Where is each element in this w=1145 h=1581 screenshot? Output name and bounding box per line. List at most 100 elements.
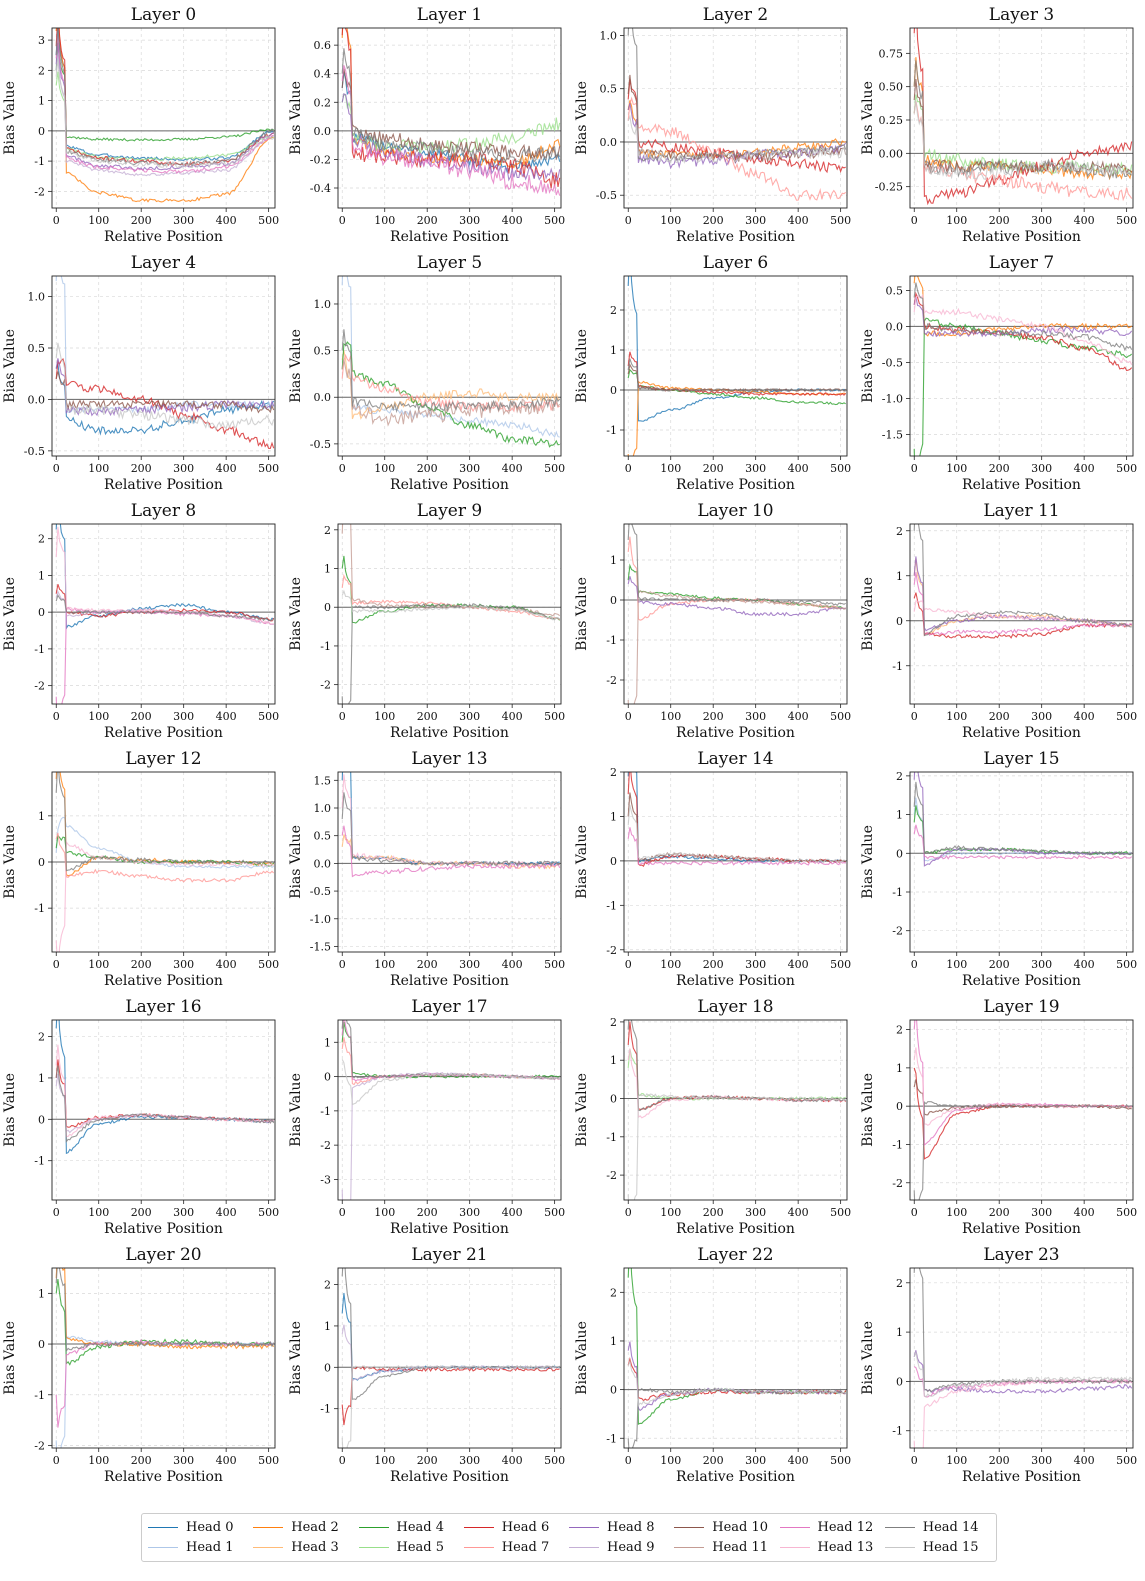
series-line-head-15 bbox=[913, 100, 1132, 181]
chart-title: Layer 17 bbox=[411, 997, 487, 1017]
chart-panel-layer-7: Layer 7 0 100 200 300 400 500 -1.5 -1.0 -0.5 0.0 0.… bbox=[858, 248, 1144, 496]
x-tick-label: 300 bbox=[173, 214, 194, 227]
x-tick-label: 0 bbox=[911, 462, 918, 475]
series-line-head-12 bbox=[913, 572, 1132, 637]
series-line-head-15 bbox=[913, 1350, 1133, 1398]
x-tick-label: 400 bbox=[788, 1454, 809, 1467]
chart-title: Layer 19 bbox=[983, 997, 1059, 1017]
series-line-head-4 bbox=[341, 1021, 561, 1079]
y-tick-label: -1 bbox=[606, 1432, 617, 1445]
y-tick-label: 3 bbox=[38, 34, 45, 47]
y-tick-label: -2 bbox=[892, 925, 903, 938]
series-line-head-6 bbox=[55, 358, 275, 449]
x-tick-label: 400 bbox=[1074, 214, 1095, 227]
x-tick-label: 100 bbox=[660, 710, 681, 723]
legend-label: Head 10 bbox=[712, 1519, 769, 1535]
series-line-head-8 bbox=[627, 576, 846, 617]
series-line-head-5 bbox=[913, 94, 1133, 176]
y-tick-label: 1 bbox=[610, 810, 617, 823]
x-tick-label: 300 bbox=[173, 710, 194, 723]
x-tick-label: 200 bbox=[989, 1454, 1010, 1467]
chart-svg: Layer 1 0 100 200 300 400 500 -0.4 -0.2 0.0 0.2 0.4… bbox=[288, 5, 565, 245]
series-line-head-1 bbox=[55, 1335, 275, 1448]
x-axis-label: Relative Position bbox=[962, 229, 1081, 245]
axes-frame bbox=[51, 1019, 276, 1201]
x-tick-label: 400 bbox=[502, 462, 523, 475]
x-tick-label: 0 bbox=[911, 1454, 918, 1467]
x-tick-label: 300 bbox=[459, 462, 480, 475]
series-line-head-9 bbox=[55, 54, 274, 177]
series-line-head-5 bbox=[627, 1048, 846, 1101]
y-axis-label: Bias Value bbox=[860, 1321, 876, 1395]
series-line-head-4 bbox=[627, 563, 846, 610]
chart-panel-layer-6: Layer 6 0 100 200 300 400 500 -1 0 1 2 Relative Pos… bbox=[572, 248, 858, 496]
y-tick-label: 2 bbox=[610, 1016, 617, 1029]
chart-title: Layer 7 bbox=[989, 253, 1054, 273]
chart-svg: Layer 3 0 100 200 300 400 500 -0.25 0.00 0.25 0.50… bbox=[860, 5, 1137, 245]
y-tick-label: 0 bbox=[610, 594, 617, 607]
series-line-head-6 bbox=[913, 28, 1133, 206]
series-line-head-14 bbox=[55, 28, 275, 168]
chart-svg: Layer 19 0 100 200 300 400 500 -2 -1 0 1 2 Relative … bbox=[860, 997, 1137, 1237]
y-tick-label: -0.25 bbox=[875, 181, 903, 194]
series-line-head-14 bbox=[627, 358, 846, 393]
chart-title: Layer 23 bbox=[983, 1245, 1059, 1265]
chart-panel-layer-1: Layer 1 0 100 200 300 400 500 -0.4 -0.2 0.0 0.2 0.4… bbox=[286, 0, 572, 248]
chart-title: Layer 15 bbox=[983, 749, 1059, 769]
series-line-head-0 bbox=[55, 363, 275, 436]
chart-title: Layer 5 bbox=[417, 253, 482, 273]
x-tick-label: 100 bbox=[660, 462, 681, 475]
chart-title: Layer 11 bbox=[983, 501, 1059, 521]
series-line-head-14 bbox=[55, 1268, 275, 1353]
x-tick-label: 300 bbox=[745, 1206, 766, 1219]
y-axis-label: Bias Value bbox=[288, 81, 304, 155]
chart-svg: Layer 17 0 100 200 300 400 500 -3 -2 -1 0 1 Relative… bbox=[288, 997, 565, 1237]
x-tick-label: 0 bbox=[625, 710, 632, 723]
x-tick-label: 300 bbox=[459, 958, 480, 971]
axes-frame bbox=[51, 275, 276, 457]
series-line-head-12 bbox=[627, 827, 846, 866]
y-tick-label: -1 bbox=[606, 634, 617, 647]
x-axis-label: Relative Position bbox=[962, 1469, 1081, 1485]
y-tick-label: 0.0 bbox=[886, 320, 904, 333]
x-tick-label: 0 bbox=[53, 214, 60, 227]
legend-label: Head 12 bbox=[817, 1519, 874, 1535]
series-line-head-15 bbox=[55, 342, 275, 431]
axes-frame bbox=[909, 523, 1134, 705]
x-tick-label: 500 bbox=[544, 462, 565, 475]
axes-frame bbox=[337, 27, 562, 209]
y-tick-label: -1 bbox=[34, 902, 45, 915]
x-tick-label: 400 bbox=[1074, 958, 1095, 971]
y-axis-label: Bias Value bbox=[288, 577, 304, 651]
chart-title: Layer 1 bbox=[417, 5, 482, 25]
series-line-head-15 bbox=[341, 589, 560, 621]
x-tick-label: 200 bbox=[703, 710, 724, 723]
y-axis-label: Bias Value bbox=[288, 329, 304, 403]
y-tick-label: -1 bbox=[34, 1155, 45, 1168]
y-tick-label: -2 bbox=[606, 1169, 617, 1182]
x-tick-label: 500 bbox=[1116, 1454, 1137, 1467]
chart-title: Layer 16 bbox=[125, 997, 201, 1017]
x-tick-label: 500 bbox=[544, 710, 565, 723]
y-tick-label: 0.5 bbox=[314, 345, 332, 358]
x-tick-label: 500 bbox=[830, 1206, 851, 1219]
y-tick-label: -2 bbox=[606, 674, 617, 687]
x-tick-label: 500 bbox=[1116, 710, 1137, 723]
y-tick-label: 0.0 bbox=[600, 136, 618, 149]
x-tick-label: 0 bbox=[339, 1206, 346, 1219]
y-tick-label: 0 bbox=[896, 847, 903, 860]
chart-svg: Layer 6 0 100 200 300 400 500 -1 0 1 2 Relative Pos… bbox=[574, 253, 851, 493]
chart-svg: Layer 23 0 100 200 300 400 500 -1 0 1 2 Relative Po… bbox=[860, 1245, 1137, 1485]
y-tick-label: -0.5 bbox=[882, 356, 903, 369]
x-axis-label: Relative Position bbox=[676, 973, 795, 989]
legend-label: Head 1 bbox=[186, 1540, 234, 1556]
x-tick-label: 200 bbox=[703, 958, 724, 971]
series-line-head-14 bbox=[55, 1065, 275, 1143]
x-tick-label: 100 bbox=[88, 1454, 109, 1467]
x-tick-label: 200 bbox=[131, 710, 152, 723]
series-line-head-6 bbox=[913, 291, 1133, 372]
legend-swatch bbox=[569, 1547, 599, 1549]
y-tick-label: -1 bbox=[34, 155, 45, 168]
legend-swatch bbox=[884, 1526, 915, 1528]
axes-frame bbox=[909, 275, 1134, 457]
